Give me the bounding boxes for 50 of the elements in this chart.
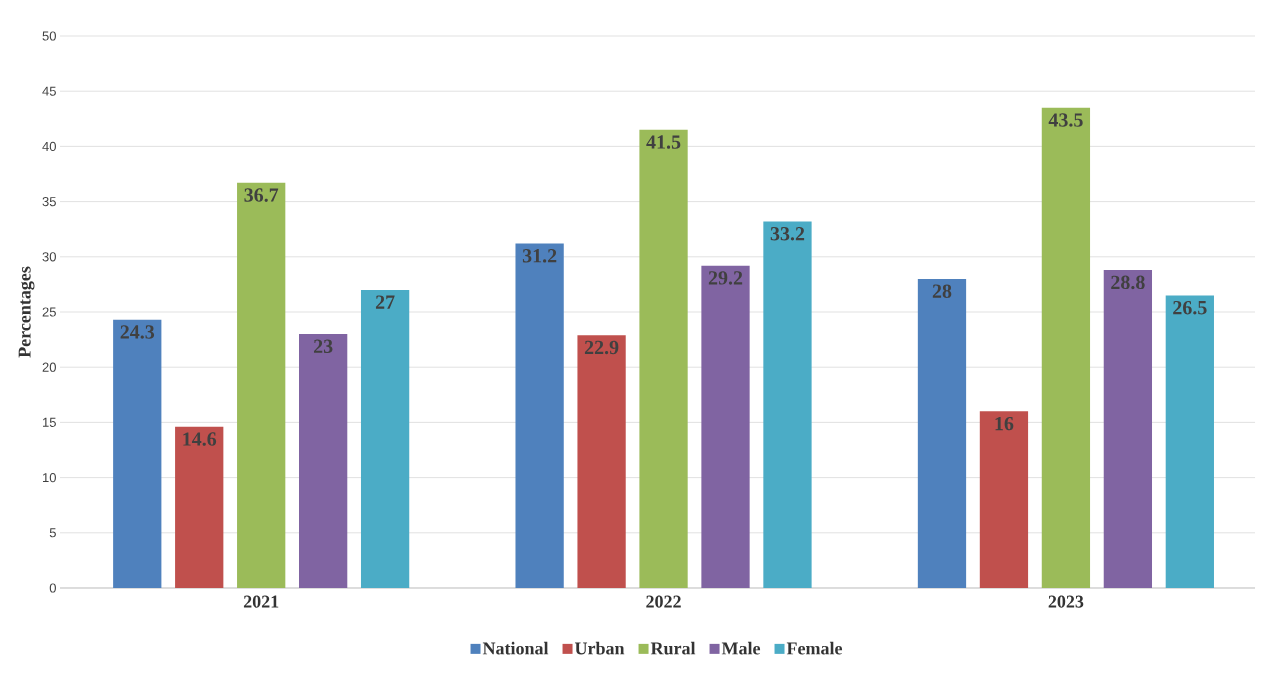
y-tick-label: 20 [42,362,56,372]
y-tick-label: 25 [42,307,56,317]
legend-label: National [482,641,549,655]
bar [917,278,967,588]
y-tick-label: 35 [42,197,56,207]
x-tick-label: 2021 [243,595,279,608]
bar [701,265,750,588]
bar [175,426,224,588]
data-label: 36.7 [244,188,279,202]
data-label: 31.2 [522,249,557,263]
legend-label: Male [721,641,761,655]
data-label: 26.5 [1173,300,1207,315]
data-label: 16 [995,416,1014,431]
y-axis-title: Percentages [18,266,35,358]
data-label: 14.6 [183,432,217,446]
x-tick-label: 2022 [646,595,681,608]
y-tick-label: 5 [49,528,56,538]
bar [1041,107,1091,588]
bar [515,243,564,588]
legend-label: Urban [574,641,625,655]
data-label: 22.9 [584,340,619,355]
data-label: 41.5 [646,135,681,149]
data-label: 28 [932,284,952,298]
y-tick-label: 0 [49,583,56,593]
data-label: 29.2 [708,271,743,285]
bar [360,289,410,588]
bar [1103,270,1153,588]
bar [1165,295,1214,588]
bar [113,319,162,588]
data-label: 23 [313,339,333,354]
legend-label: Female [786,641,843,655]
data-label: 28.8 [1111,275,1145,290]
data-label: 43.5 [1048,113,1083,127]
legend-label: Rural [650,641,696,655]
data-label: 33.2 [770,227,805,241]
bar [577,335,626,588]
y-tick-label: 45 [42,86,56,96]
bar [237,182,286,588]
bar [639,129,688,588]
bar [299,334,348,588]
x-tick-label: 2023 [1048,595,1084,608]
data-label: 27 [375,295,395,309]
y-tick-label: 50 [42,31,56,41]
data-label: 24.3 [120,325,155,339]
y-tick-label: 40 [42,141,56,151]
y-tick-label: 30 [42,252,56,262]
bar [763,221,812,588]
y-tick-label: 15 [43,417,56,427]
y-tick-label: 10 [43,473,56,483]
bar [979,411,1029,588]
